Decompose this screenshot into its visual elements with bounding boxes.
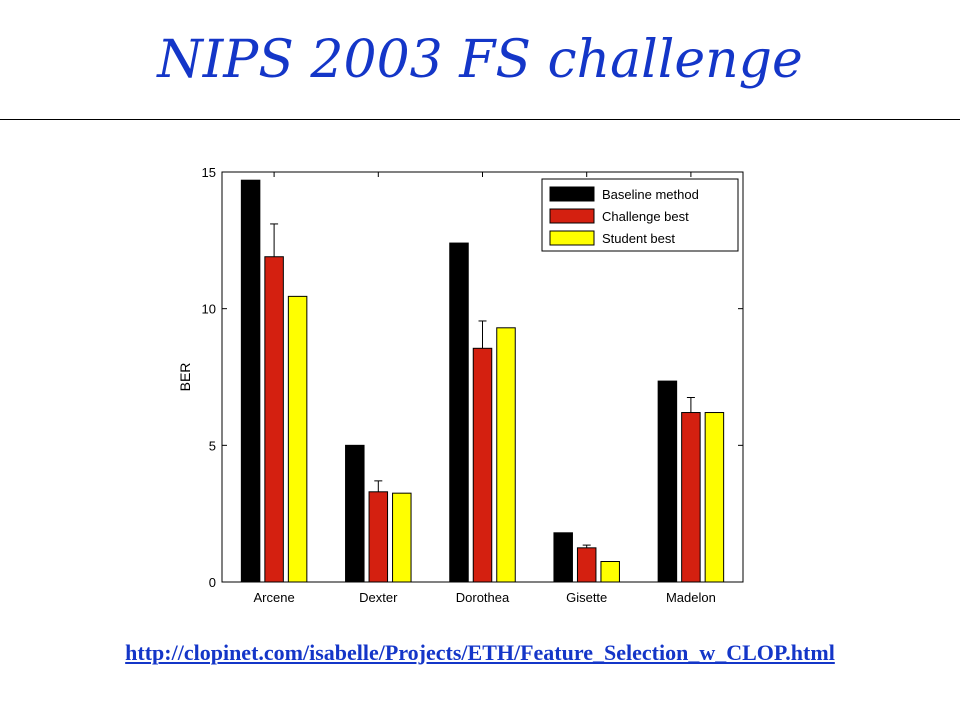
x-tick-label-arcene: Arcene <box>253 590 294 605</box>
legend-label-student-best: Student best <box>602 231 675 246</box>
bar-madelon-challenge-best <box>681 412 701 583</box>
x-tick-label-dexter: Dexter <box>359 590 398 605</box>
y-tick-label: 10 <box>202 302 216 317</box>
legend-label-challenge-best: Challenge best <box>602 209 689 224</box>
y-tick-label: 15 <box>202 165 216 180</box>
bar-arcene-challenge-best <box>264 256 284 583</box>
bar-dexter-challenge-best <box>368 491 389 583</box>
y-tick-label: 0 <box>209 575 216 590</box>
bar-dorothea-baseline-method <box>449 242 469 583</box>
ber-bar-chart: 0 5 10 15 BER Arcene Dexter Dorothea Gisette Made… <box>160 150 770 620</box>
bar-arcene-student-best <box>287 295 308 583</box>
y-tick-label: 5 <box>209 438 216 453</box>
bar-dexter-student-best <box>392 492 412 583</box>
x-tick-label-gisette: Gisette <box>566 590 607 605</box>
bar-arcene-baseline-method <box>240 179 261 583</box>
bar-dorothea-student-best <box>496 327 516 583</box>
x-tick-label-madelon: Madelon <box>666 590 716 605</box>
bar-dorothea-challenge-best <box>472 347 493 583</box>
legend-label-baseline-method: Baseline method <box>602 187 699 202</box>
y-axis-label: BER <box>177 363 193 392</box>
legend-swatch-baseline-method <box>549 186 595 202</box>
title-divider <box>0 119 960 120</box>
slide-title: NIPS 2003 FS challenge <box>157 30 803 90</box>
bar-gisette-student-best <box>600 561 620 583</box>
legend-swatch-challenge-best <box>549 208 595 224</box>
reference-url-link[interactable]: http://clopinet.com/isabelle/Projects/ET… <box>125 640 835 665</box>
bar-madelon-baseline-method <box>657 380 678 583</box>
chart-svg: 0 5 10 15 BER Arcene Dexter Dorothea Gisette Made… <box>177 165 744 605</box>
bar-dexter-baseline-method <box>345 444 365 583</box>
legend-swatch-student-best <box>549 230 595 246</box>
bar-gisette-challenge-best <box>576 547 597 583</box>
x-tick-label-dorothea: Dorothea <box>456 590 510 605</box>
bar-madelon-student-best <box>704 412 725 583</box>
bar-gisette-baseline-method <box>553 532 573 583</box>
